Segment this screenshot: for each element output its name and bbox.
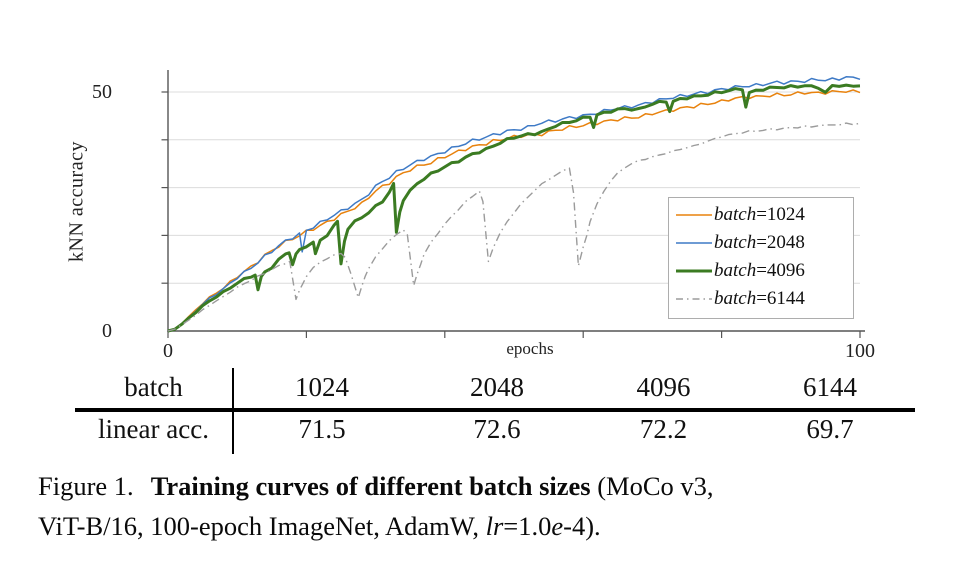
table-header-batch: batch bbox=[124, 371, 183, 402]
legend-label: batch=4096 bbox=[714, 260, 805, 281]
legend-line-sample bbox=[676, 269, 712, 273]
ytick-label-0: 0 bbox=[102, 320, 112, 342]
table-cell-acc-2048: 72.6 bbox=[473, 413, 521, 444]
table-cell-batch-6144: 6144 bbox=[803, 371, 857, 402]
table-row-batch: batch 1024 2048 4096 6144 bbox=[75, 366, 915, 408]
legend-label: batch=2048 bbox=[714, 232, 805, 253]
caption-e: e bbox=[551, 511, 564, 541]
table-cell-batch-1024: 1024 bbox=[295, 371, 349, 402]
figure-number: Figure 1. bbox=[38, 471, 134, 501]
y-axis-title: kNN accuracy bbox=[65, 141, 88, 262]
ytick-label-50: 50 bbox=[92, 81, 112, 103]
legend-item-batch-6144: batch=6144 bbox=[669, 285, 853, 313]
table-row-linear-acc: linear acc. 71.5 72.6 72.2 69.7 bbox=[75, 408, 915, 450]
legend-item-batch-1024: batch=1024 bbox=[669, 201, 853, 229]
caption-text: (MoCo v3, bbox=[590, 471, 714, 501]
xtick-label-100: 100 bbox=[845, 340, 875, 362]
results-table: batch 1024 2048 4096 6144 linear acc. 71… bbox=[75, 366, 915, 454]
table-header-linear-acc: linear acc. bbox=[98, 413, 209, 444]
caption-text-line2: ViT-B/16, 100-epoch ImageNet, AdamW, bbox=[38, 511, 486, 541]
caption-lr: lr bbox=[485, 511, 504, 541]
legend-line-sample bbox=[676, 242, 712, 244]
table-cell-batch-2048: 2048 bbox=[470, 371, 524, 402]
legend: batch=1024 batch=2048 batch=4096 batch=6… bbox=[668, 197, 854, 319]
caption-eq: =1.0 bbox=[503, 511, 552, 541]
caption-bold-text: Training curves of different batch sizes bbox=[150, 471, 591, 501]
table-rule bbox=[75, 408, 915, 412]
table-cell-batch-4096: 4096 bbox=[636, 371, 691, 402]
x-axis-title: epochs bbox=[506, 339, 554, 358]
legend-item-batch-2048: batch=2048 bbox=[669, 229, 853, 257]
table-cell-acc-6144: 69.7 bbox=[806, 413, 854, 444]
table-cell-acc-4096: 72.2 bbox=[639, 413, 688, 444]
training-curves-plot bbox=[161, 70, 865, 338]
legend-label: batch=1024 bbox=[714, 204, 805, 225]
legend-line-sample bbox=[676, 214, 712, 216]
legend-label: batch=6144 bbox=[714, 288, 805, 309]
caption-end: -4). bbox=[563, 511, 601, 541]
xtick-label-0: 0 bbox=[163, 340, 173, 362]
figure-caption: Figure 1. Training curves of different ba… bbox=[38, 466, 948, 546]
legend-item-batch-4096: batch=4096 bbox=[669, 257, 853, 285]
table-cell-acc-1024: 71.5 bbox=[298, 413, 346, 444]
table-vertical-rule bbox=[232, 368, 234, 454]
legend-line-sample bbox=[676, 298, 712, 300]
